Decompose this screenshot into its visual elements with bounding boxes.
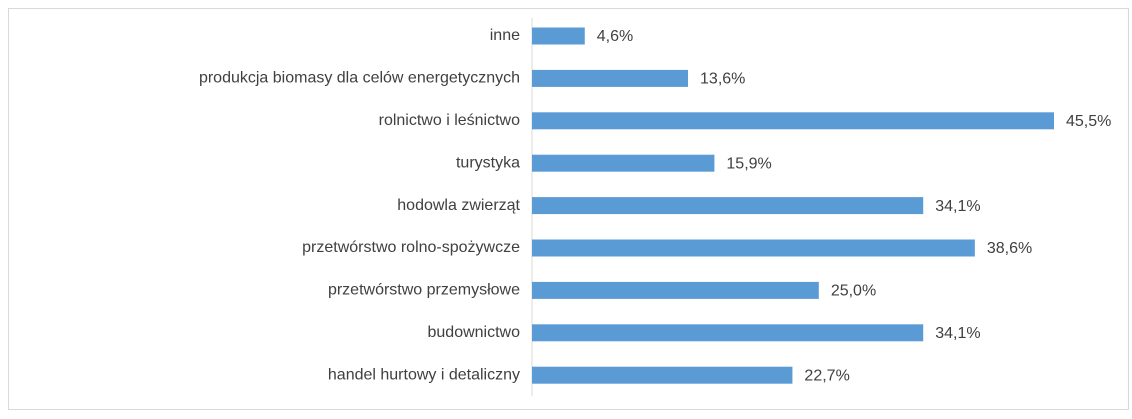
y-tick-label: przetwórstwo przemysłowe — [328, 282, 520, 299]
y-tick-label: przetwórstwo rolno-spożywcze — [302, 239, 520, 256]
bar — [532, 69, 689, 87]
data-label: 22,7% — [804, 367, 849, 384]
y-tick-label: inne — [490, 27, 520, 44]
data-label: 45,5% — [1066, 113, 1111, 130]
data-label: 34,1% — [935, 198, 980, 215]
y-tick-label: handel hurtowy i detaliczny — [328, 366, 520, 383]
data-label: 4,6% — [597, 28, 633, 45]
bar — [532, 154, 715, 172]
bar — [532, 112, 1054, 130]
bar — [532, 239, 975, 257]
bar — [532, 324, 924, 342]
y-tick-label: produkcja biomasy dla celów energetyczny… — [199, 70, 520, 87]
data-label: 34,1% — [935, 325, 980, 342]
y-tick-label: rolnictwo i leśnictwo — [379, 112, 520, 129]
data-label: 38,6% — [987, 240, 1032, 257]
bar — [532, 281, 819, 299]
data-label: 15,9% — [726, 155, 771, 172]
y-tick-label: turystyka — [456, 154, 520, 171]
bar — [532, 366, 793, 384]
bar — [532, 27, 585, 45]
y-tick-label: budownictwo — [428, 324, 521, 341]
y-tick-label: hodowla zwierząt — [397, 197, 520, 214]
data-label: 13,6% — [700, 71, 745, 88]
data-label: 25,0% — [831, 283, 876, 300]
bar — [532, 197, 924, 215]
